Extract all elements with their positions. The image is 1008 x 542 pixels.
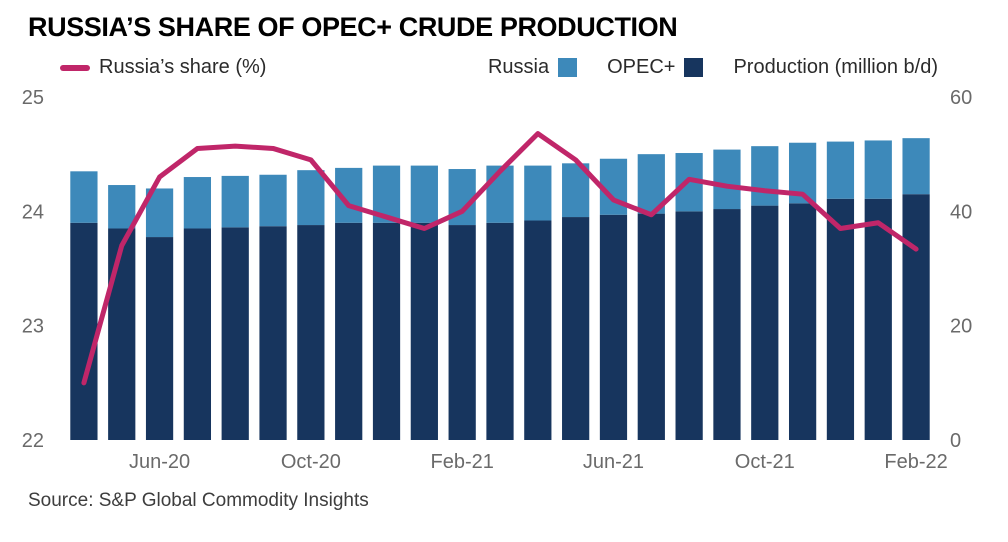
legend-opec-label: OPEC+ xyxy=(607,56,676,78)
bar-segment-opec xyxy=(751,205,779,440)
bar-segment-russia xyxy=(259,174,287,227)
x-axis-tick: Jun-20 xyxy=(129,451,190,473)
legend-russia-label: Russia xyxy=(487,56,550,78)
bar-segment-russia xyxy=(864,140,892,199)
bar-segment-russia xyxy=(751,146,779,206)
right-axis-tick: 40 xyxy=(950,201,972,223)
bar-segment-opec xyxy=(486,222,514,440)
right-axis-tick: 60 xyxy=(950,87,972,109)
x-axis-tick: Jun-21 xyxy=(583,451,644,473)
bar-segment-russia xyxy=(826,141,855,199)
bar-segment-russia xyxy=(297,170,325,226)
bar-segment-opec xyxy=(637,213,665,440)
russia-share-line xyxy=(81,131,919,386)
bar-segment-opec xyxy=(221,227,249,440)
chart-title: RUSSIA’S SHARE OF OPEC+ CRUDE PRODUCTION xyxy=(28,12,678,42)
bar-segment-opec xyxy=(902,194,930,440)
source-note: Source: S&P Global Commodity Insights xyxy=(28,490,369,511)
x-axis-tick: Oct-21 xyxy=(735,451,795,473)
x-axis-tick: Feb-21 xyxy=(430,451,493,473)
right-axis-tick: 20 xyxy=(950,316,972,338)
bar-segment-opec xyxy=(108,228,136,440)
bar-segment-russia xyxy=(524,165,552,221)
russia-swatch xyxy=(558,58,578,77)
left-axis-tick: 23 xyxy=(22,316,44,338)
bar-segment-opec xyxy=(259,226,287,440)
bar-segment-opec xyxy=(713,209,741,440)
bar-segment-russia xyxy=(486,165,514,223)
bar-segment-opec xyxy=(145,237,174,440)
share-line-swatch xyxy=(60,64,90,71)
bar-segment-opec xyxy=(183,228,212,440)
bar-segment-russia xyxy=(902,138,930,195)
bar-segment-russia xyxy=(410,165,438,223)
legend-item-share: Russia’s share (%) xyxy=(60,56,266,79)
right-axis-tick: 0 xyxy=(950,430,961,452)
left-axis-tick: 22 xyxy=(22,430,44,452)
opec-swatch xyxy=(684,58,704,77)
bar-segment-russia xyxy=(221,175,249,228)
x-axis-tick: Feb-22 xyxy=(884,451,947,473)
bar-segment-opec xyxy=(297,225,325,440)
legend-item-opec: OPEC+ xyxy=(607,56,704,79)
legend-share-label: Russia’s share (%) xyxy=(99,56,267,78)
bar-segment-russia xyxy=(108,185,136,229)
bar-segment-opec xyxy=(826,198,855,440)
chart-legend: Russia’s share (%) Russia OPEC+ Producti… xyxy=(60,56,938,79)
bar-segment-russia xyxy=(183,177,212,229)
bar-segment-russia xyxy=(713,149,741,210)
bar-segment-opec xyxy=(524,220,552,440)
left-axis-tick: 25 xyxy=(22,87,44,109)
legend-item-russia: Russia xyxy=(487,56,578,79)
bar-segment-opec xyxy=(335,222,363,440)
bar-segment-opec xyxy=(70,222,98,440)
legend-item-production: Production (million b/d) xyxy=(733,56,938,79)
bar-segment-opec xyxy=(675,211,703,440)
left-axis-tick: 24 xyxy=(22,201,44,223)
bar-segment-opec xyxy=(372,222,401,440)
bar-segment-opec xyxy=(448,225,476,440)
bar-segment-opec xyxy=(562,217,590,440)
legend-right-group: Russia OPEC+ Production (million b/d) xyxy=(488,56,938,79)
bar-segment-opec xyxy=(410,222,438,440)
legend-production-label: Production (million b/d) xyxy=(733,56,938,78)
x-axis-tick: Oct-20 xyxy=(281,451,341,473)
bar-segment-russia xyxy=(70,171,98,223)
bar-segment-opec xyxy=(599,214,628,440)
bar-segment-opec xyxy=(788,203,817,440)
bar-segment-opec xyxy=(864,198,892,440)
